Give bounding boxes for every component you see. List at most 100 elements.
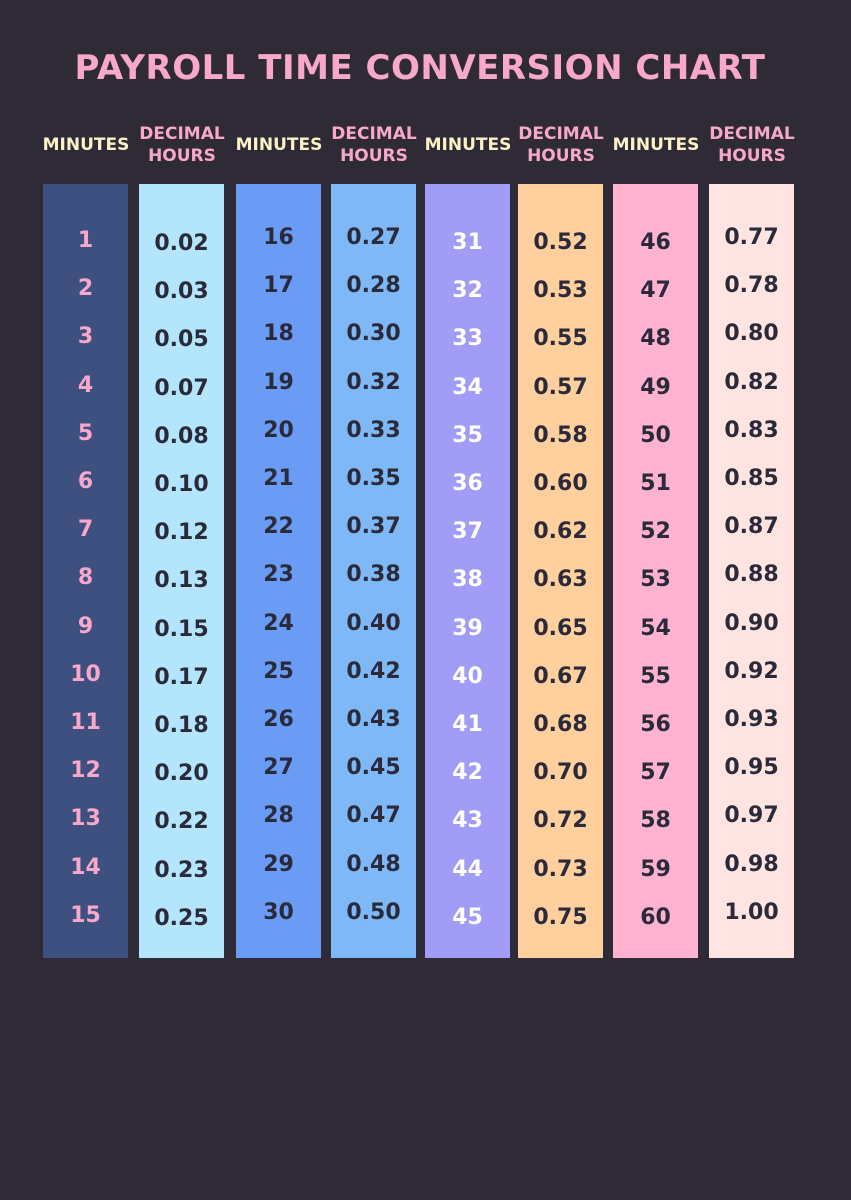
decimal-cell: 0.90 xyxy=(724,610,779,636)
minutes-cell: 48 xyxy=(640,326,671,352)
minutes-cell: 11 xyxy=(70,710,101,735)
decimal-cell: 0.88 xyxy=(724,562,779,588)
minutes-cell: 59 xyxy=(640,856,671,882)
minutes-cell: 54 xyxy=(640,615,671,641)
decimal-cell: 0.10 xyxy=(154,472,209,497)
decimal-cell: 0.87 xyxy=(724,514,779,540)
decimal-cell: 0.13 xyxy=(154,568,209,594)
minutes-cell: 14 xyxy=(70,854,101,880)
decimal-cell: 0.42 xyxy=(346,658,401,684)
minutes-cell: 29 xyxy=(263,851,294,877)
minutes-cell: 55 xyxy=(640,663,671,689)
decimal-cell: 0.23 xyxy=(154,857,209,883)
minutes-cell: 31 xyxy=(452,230,483,255)
decimal-cell: 0.38 xyxy=(346,562,401,588)
decimal-cell: 0.37 xyxy=(346,514,401,540)
decimal-cell: 0.28 xyxy=(346,273,401,299)
column-header: DECIMAL HOURS xyxy=(331,124,417,166)
decimal-cell: 0.47 xyxy=(346,803,401,829)
decimal-cell: 0.07 xyxy=(154,375,209,401)
minutes-cell: 17 xyxy=(263,273,294,299)
decimal-cell: 0.08 xyxy=(154,423,209,449)
minutes-cell: 32 xyxy=(452,278,483,304)
minutes-cell: 22 xyxy=(263,514,294,540)
minutes-cell: 45 xyxy=(452,904,483,930)
minutes-cell: 10 xyxy=(70,661,101,687)
decimal-cell: 0.22 xyxy=(154,809,209,835)
minutes-cell: 2 xyxy=(77,276,94,302)
column-header: MINUTES xyxy=(424,135,512,155)
decimal-cell: 0.02 xyxy=(154,231,209,256)
minutes-cell: 18 xyxy=(263,321,294,347)
minutes-cell: 8 xyxy=(77,565,94,591)
column: 1 2 3 4 5 6 7 8 9 10 11 12 13 14 15 xyxy=(43,184,128,958)
minutes-cell: 57 xyxy=(640,760,671,786)
decimal-cell: 0.70 xyxy=(533,760,588,786)
column-header: MINUTES xyxy=(42,135,130,155)
decimal-cell: 0.27 xyxy=(346,225,401,250)
decimal-cell: 0.58 xyxy=(533,422,588,448)
decimal-cell: 0.35 xyxy=(346,466,401,491)
minutes-cell: 51 xyxy=(640,471,671,496)
minutes-cell: 1 xyxy=(77,228,94,253)
decimal-cell: 0.95 xyxy=(724,755,779,781)
decimal-cell: 0.12 xyxy=(154,520,209,546)
minutes-cell: 6 xyxy=(77,469,94,494)
decimal-cell: 0.80 xyxy=(724,321,779,347)
decimal-cell: 0.98 xyxy=(724,851,779,877)
decimal-cell: 0.32 xyxy=(346,369,401,395)
title: PAYROLL TIME CONVERSION CHART xyxy=(74,48,766,88)
column-header: DECIMAL HOURS xyxy=(139,124,225,166)
minutes-cell: 25 xyxy=(263,658,294,684)
minutes-cell: 52 xyxy=(640,519,671,545)
minutes-cell: 39 xyxy=(452,615,483,641)
column: 16 17 18 19 20 21 22 23 24 25 26 27 28 29 30 xyxy=(236,184,321,958)
minutes-cell: 35 xyxy=(452,422,483,448)
column-header: DECIMAL HOURS xyxy=(709,124,795,166)
column: 0.27 0.28 0.30 0.32 0.33 0.35 0.37 0.38 0.40 0.42… xyxy=(331,184,416,958)
minutes-cell: 12 xyxy=(70,758,101,784)
minutes-cell: 28 xyxy=(263,803,294,829)
minutes-cell: 7 xyxy=(77,517,94,543)
decimal-cell: 0.55 xyxy=(533,326,588,352)
column: 31 32 33 34 35 36 37 38 39 40 41 42 43 44 45 xyxy=(425,184,510,958)
column: 0.52 0.53 0.55 0.57 0.58 0.60 0.62 0.63 0.65 0.67… xyxy=(518,184,603,958)
minutes-cell: 36 xyxy=(452,471,483,496)
decimal-cell: 0.63 xyxy=(533,567,588,593)
minutes-cell: 23 xyxy=(263,562,294,588)
decimal-cell: 1.00 xyxy=(724,899,779,925)
decimal-cell: 0.77 xyxy=(724,225,779,250)
decimal-cell: 0.62 xyxy=(533,519,588,545)
decimal-cell: 0.65 xyxy=(533,615,588,641)
decimal-cell: 0.48 xyxy=(346,851,401,877)
decimal-cell: 0.25 xyxy=(154,905,209,931)
minutes-cell: 15 xyxy=(70,902,101,928)
decimal-cell: 0.40 xyxy=(346,610,401,636)
decimal-cell: 0.78 xyxy=(724,273,779,299)
minutes-cell: 9 xyxy=(77,613,94,639)
decimal-cell: 0.53 xyxy=(533,278,588,304)
minutes-cell: 42 xyxy=(452,760,483,786)
minutes-cell: 56 xyxy=(640,712,671,737)
decimal-cell: 0.15 xyxy=(154,616,209,642)
decimal-cell: 0.72 xyxy=(533,808,588,834)
decimal-cell: 0.45 xyxy=(346,755,401,781)
minutes-cell: 46 xyxy=(640,230,671,255)
decimal-cell: 0.43 xyxy=(346,707,401,732)
column: 46 47 48 49 50 51 52 53 54 55 56 57 58 59 60 xyxy=(613,184,698,958)
minutes-cell: 34 xyxy=(452,374,483,400)
minutes-cell: 37 xyxy=(452,519,483,545)
minutes-cell: 13 xyxy=(70,806,101,832)
minutes-cell: 4 xyxy=(77,372,94,398)
decimal-cell: 0.57 xyxy=(533,374,588,400)
decimal-cell: 0.92 xyxy=(724,658,779,684)
column: 0.02 0.03 0.05 0.07 0.08 0.10 0.12 0.13 0.15 0.17… xyxy=(139,184,224,958)
decimal-cell: 0.52 xyxy=(533,230,588,255)
decimal-cell: 0.17 xyxy=(154,664,209,690)
decimal-cell: 0.20 xyxy=(154,761,209,787)
minutes-cell: 3 xyxy=(77,324,94,350)
decimal-cell: 0.18 xyxy=(154,713,209,738)
minutes-cell: 33 xyxy=(452,326,483,352)
minutes-cell: 16 xyxy=(263,225,294,250)
